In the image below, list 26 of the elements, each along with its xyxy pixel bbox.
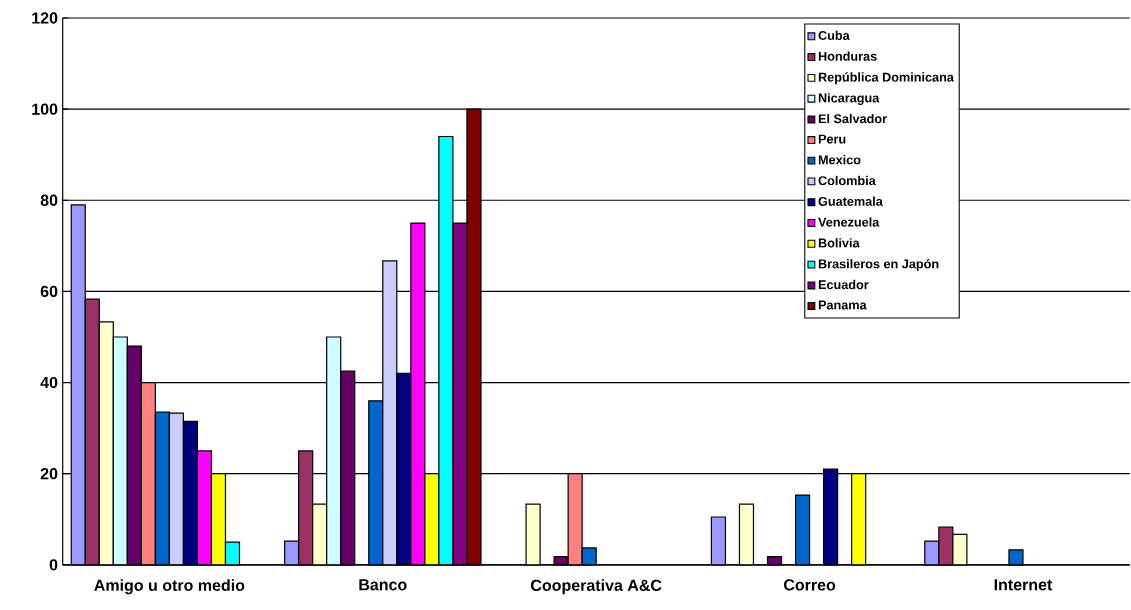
- legend-label: Nicaragua: [818, 93, 880, 105]
- x-tick-label: Internet: [994, 579, 1053, 591]
- legend-label: Colombia: [818, 175, 876, 186]
- legend-label: Venezuela: [818, 217, 880, 227]
- legend-label: Ecuador: [818, 279, 869, 290]
- y-tick-label: 60: [40, 285, 58, 297]
- y-tick-label: 100: [32, 103, 58, 115]
- legend-label: Guatemala: [818, 196, 883, 206]
- x-tick-label: Amigo u otro medio: [94, 579, 245, 595]
- legend-label: Mexico: [818, 154, 861, 165]
- legend-label: El Salvador: [818, 113, 887, 124]
- legend-label: Brasileros en Japón: [818, 258, 939, 271]
- y-tick-label: 0: [49, 559, 58, 571]
- legend-label: Peru: [818, 134, 846, 144]
- y-tick-label: 40: [40, 376, 58, 389]
- y-tick-label: 120: [32, 12, 58, 24]
- legend-label: Cuba: [818, 30, 850, 40]
- x-tick-label: Cooperativa A&C: [531, 579, 662, 595]
- y-tick-label: 20: [40, 467, 58, 480]
- x-tick-label: Banco: [359, 579, 407, 591]
- legend-label: Panama: [818, 300, 867, 310]
- y-tick-label: 80: [40, 194, 58, 206]
- legend-label: Bolivia: [818, 238, 860, 248]
- x-tick-label: Correo: [783, 579, 836, 591]
- legend-label: Honduras: [818, 51, 877, 61]
- legend-label: República Dominicana: [818, 72, 954, 85]
